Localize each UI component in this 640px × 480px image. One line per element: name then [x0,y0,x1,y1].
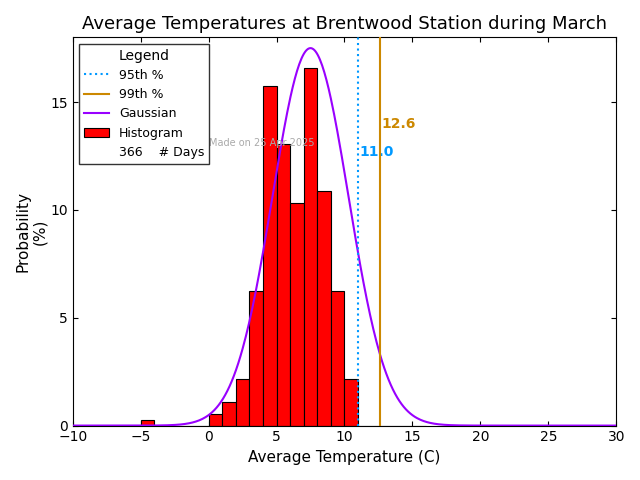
Bar [344,379,358,426]
Bar [222,402,236,426]
Bar [331,291,344,426]
Text: Made on 25 Apr 2025: Made on 25 Apr 2025 [209,138,314,148]
Text: 11.0: 11.0 [360,145,394,159]
Gaussian [364,302,372,308]
Bar [317,191,331,426]
Gaussian [328,101,336,107]
Bar [236,379,250,426]
Gaussian [307,45,314,51]
Bar [276,144,290,426]
Gaussian [515,423,523,429]
Gaussian [394,395,401,400]
Bar [141,420,154,426]
Gaussian [332,117,339,123]
Bar [290,203,304,426]
Bar [209,414,222,426]
Legend: 95th %, 99th %, Gaussian, Histogram, 366    # Days: 95th %, 99th %, Gaussian, Histogram, 366… [79,44,209,164]
Line: Gaussian: Gaussian [73,48,616,426]
Bar [250,291,263,426]
Gaussian [69,423,77,429]
Bar [263,85,276,426]
Gaussian [600,423,608,429]
Bar [304,68,317,426]
Gaussian [612,423,620,429]
Text: 12.6: 12.6 [382,117,416,131]
Y-axis label: Probability
(%): Probability (%) [15,191,47,272]
Title: Average Temperatures at Brentwood Station during March: Average Temperatures at Brentwood Statio… [82,15,607,33]
X-axis label: Average Temperature (C): Average Temperature (C) [248,450,441,465]
